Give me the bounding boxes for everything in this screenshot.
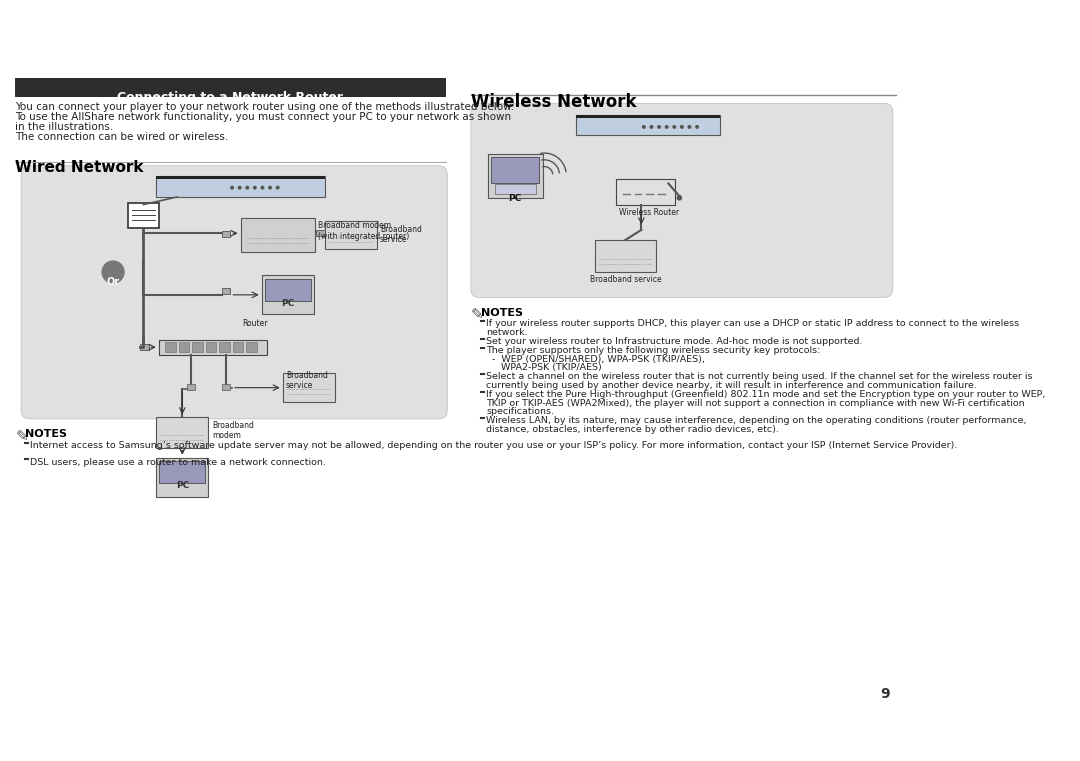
Text: NOTES: NOTES [25,429,67,439]
Text: Broadband modem
(with integrated router): Broadband modem (with integrated router) [319,221,409,240]
Bar [246,342,257,352]
Text: The player supports only the following wireless security key protocols:: The player supports only the following w… [486,346,821,355]
Circle shape [688,126,691,128]
Circle shape [276,186,279,189]
Bar [179,342,189,352]
Text: Or: Or [107,277,120,287]
Text: Wireless LAN, by its nature, may cause interference, depending on the operating : Wireless LAN, by its nature, may cause i… [486,416,1027,425]
Text: distance, obstacles, interference by other radio devices, etc).: distance, obstacles, interference by oth… [486,425,779,434]
Bar [595,240,656,272]
Text: If your wireless router supports DHCP, this player can use a DHCP or static IP a: If your wireless router supports DHCP, t… [486,320,1020,328]
Bar [219,342,230,352]
Circle shape [254,186,256,189]
Text: NOTES: NOTES [481,307,523,317]
Bar [325,221,377,250]
Bar [488,154,542,198]
Text: Wireless Router: Wireless Router [620,208,679,217]
Bar [577,115,720,135]
Bar [15,78,446,97]
Text: Broadband
modem: Broadband modem [212,421,254,440]
Bar [283,374,335,402]
Circle shape [261,186,264,189]
Circle shape [673,126,675,128]
Text: The connection can be wired or wireless.: The connection can be wired or wireless. [15,132,229,142]
Text: ✎: ✎ [471,307,484,323]
Text: Select a channel on the wireless router that is not currently being used. If the: Select a channel on the wireless router … [486,372,1032,381]
FancyBboxPatch shape [22,166,447,419]
Bar [157,176,325,197]
Text: Broadband service: Broadband service [590,275,661,284]
Text: Wired Network: Wired Network [15,160,144,175]
Text: To use the AllShare network functionality, you must connect your PC to your netw: To use the AllShare network functionalit… [15,112,511,122]
Text: network.: network. [486,328,528,337]
Text: Connecting to a Network Router: Connecting to a Network Router [118,91,343,104]
Bar [577,115,720,119]
Text: PC: PC [509,193,522,202]
Text: You can connect your player to your network router using one of the methods illu: You can connect your player to your netw… [15,102,514,112]
Bar [316,230,325,236]
Circle shape [658,126,660,128]
Text: in the illustrations.: in the illustrations. [15,122,113,132]
Bar [233,342,243,352]
FancyBboxPatch shape [471,103,893,298]
Bar [261,275,314,314]
Circle shape [643,126,645,128]
Text: ✎: ✎ [15,429,28,444]
Bar [157,457,208,496]
Text: TKIP or TKIP-AES (WPA2Mixed), the player will not support a connection in compli: TKIP or TKIP-AES (WPA2Mixed), the player… [486,399,1025,408]
Text: currently being used by another device nearby, it will result in interference an: currently being used by another device n… [486,381,977,390]
Bar [157,417,208,447]
Bar [222,288,230,294]
Text: WPA2-PSK (TKIP/AES): WPA2-PSK (TKIP/AES) [486,363,602,372]
Bar [140,344,149,350]
Circle shape [650,126,652,128]
Circle shape [231,186,233,189]
Text: specifications.: specifications. [486,407,554,416]
Bar [129,203,159,228]
Circle shape [677,196,681,200]
Bar [222,231,230,237]
Circle shape [103,261,124,283]
Bar [616,180,675,205]
Text: Router: Router [242,320,268,328]
Bar [159,339,267,355]
Text: Set your wireless router to Infrastructure mode. Ad-hoc mode is not supported.: Set your wireless router to Infrastructu… [486,337,863,346]
Bar [241,218,314,252]
Text: PC: PC [281,299,295,308]
Text: Wireless Network: Wireless Network [471,93,636,111]
Bar [495,184,536,194]
Bar [265,279,311,301]
Bar [157,176,325,180]
Bar [160,461,205,483]
Text: Broadband
service: Broadband service [380,224,421,244]
Text: If you select the Pure High-throughput (Greenfield) 802.11n mode and set the Enc: If you select the Pure High-throughput (… [486,390,1045,400]
Circle shape [239,186,241,189]
Circle shape [269,186,271,189]
Text: DSL users, please use a router to make a network connection.: DSL users, please use a router to make a… [30,457,326,466]
Text: Internet access to Samsung’s software update server may not be allowed, dependin: Internet access to Samsung’s software up… [30,441,958,450]
Bar [206,342,216,352]
Text: -  WEP (OPEN/SHARED), WPA-PSK (TKIP/AES),: - WEP (OPEN/SHARED), WPA-PSK (TKIP/AES), [486,355,705,364]
Circle shape [696,126,699,128]
Circle shape [680,126,684,128]
Circle shape [246,186,248,189]
Text: Broadband
service: Broadband service [286,371,328,390]
Text: 9: 9 [880,687,890,701]
Bar [491,158,539,183]
Bar [192,342,203,352]
Text: PC: PC [176,482,189,490]
Bar [187,384,194,390]
Circle shape [665,126,667,128]
Bar [222,384,230,390]
Bar [165,342,176,352]
